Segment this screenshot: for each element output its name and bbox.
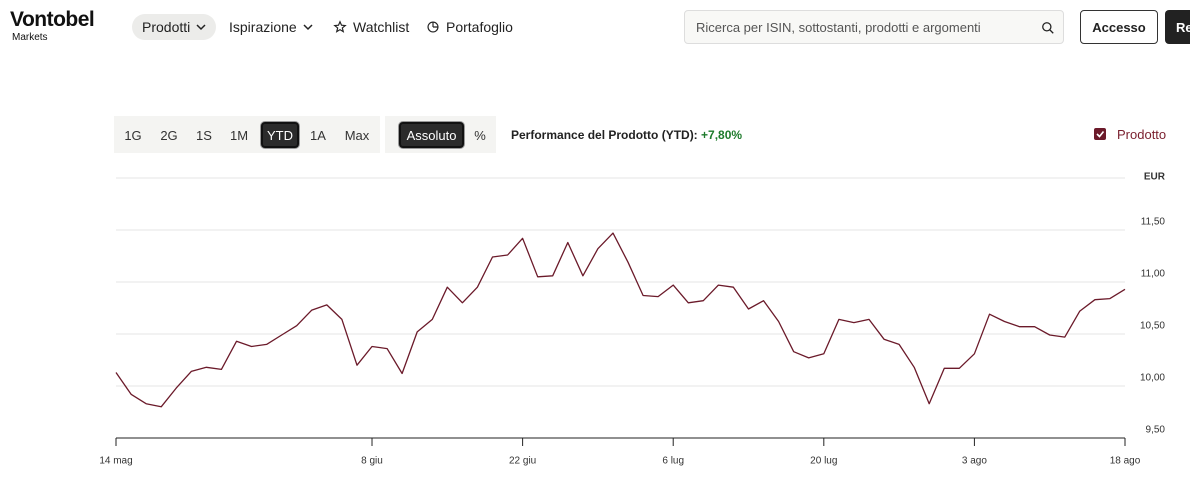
toggle-button[interactable]: Assoluto xyxy=(399,122,464,148)
y-tick-label: 11,50 xyxy=(1141,217,1166,228)
nav-label: Ispirazione xyxy=(229,19,297,35)
search-placeholder: Ricerca per ISIN, sottostanti, prodotti … xyxy=(696,20,981,35)
x-tick-label: 14 mag xyxy=(99,456,132,467)
login-button[interactable]: Accesso xyxy=(1080,10,1158,44)
legend-swatch xyxy=(1094,128,1106,140)
chart: EUR 9,50 10,00 10,50 11,00 11,50 14 mag 8 giu 2… xyxy=(99,172,1166,467)
y-unit: EUR xyxy=(1144,172,1166,183)
x-tick-label: 22 giu xyxy=(509,456,536,467)
search-box[interactable]: Ricerca per ISIN, sottostanti, prodotti … xyxy=(684,10,1064,44)
chevron-icon xyxy=(196,24,206,31)
check-mark xyxy=(1096,131,1105,138)
performance-label: Performance del Prodotto (YTD): xyxy=(511,128,698,142)
nav-item[interactable]: Portafoglio xyxy=(426,14,513,40)
search-icon[interactable] xyxy=(1041,21,1055,35)
legend-label[interactable]: Prodotto xyxy=(1117,127,1167,142)
chevron-icon xyxy=(303,24,313,31)
y-tick-label: 9,50 xyxy=(1146,425,1166,436)
performance-value: +7,80% xyxy=(701,128,743,142)
toggle-button[interactable]: YTD xyxy=(261,122,299,148)
nav-item[interactable]: Ispirazione xyxy=(229,14,313,40)
y-tick-label: 10,00 xyxy=(1140,373,1165,384)
toggle-button[interactable]: 1M xyxy=(229,127,249,143)
logo[interactable]: Vontobel xyxy=(10,8,95,31)
portfolio-icon xyxy=(427,21,439,33)
x-tick-label: 8 giu xyxy=(361,456,383,467)
toggle-button[interactable]: Max xyxy=(344,127,370,143)
toggle-button[interactable]: 1G xyxy=(124,127,142,143)
x-tick-label: 18 ago xyxy=(1110,456,1141,467)
button-label: Re xyxy=(1176,19,1190,35)
x-tick-label: 20 lug xyxy=(810,456,837,467)
toggle-button[interactable]: 1S xyxy=(196,127,212,143)
y-tick-label: 10,50 xyxy=(1140,321,1165,332)
line-series xyxy=(115,232,1126,408)
range-group xyxy=(114,116,380,153)
button-label: Accesso xyxy=(1092,19,1146,35)
nav-label: Watchlist xyxy=(353,19,410,35)
x-tick-label: 6 lug xyxy=(662,456,684,467)
nav-item[interactable]: Prodotti xyxy=(132,14,217,40)
performance: Performance del Prodotto (YTD): +7,80% xyxy=(511,128,742,142)
nav-label: Prodotti xyxy=(142,19,191,35)
logo-sub: Markets xyxy=(12,32,48,43)
star-icon xyxy=(333,20,347,33)
toggle-button[interactable]: 2G xyxy=(160,127,178,143)
toggle-button[interactable]: 1A xyxy=(310,127,326,143)
legend-checkbox[interactable] xyxy=(1093,127,1107,141)
register-button[interactable]: Re xyxy=(1165,10,1190,44)
nav-item[interactable]: Watchlist xyxy=(333,14,409,40)
nav-label: Portafoglio xyxy=(446,19,513,35)
toggle-button[interactable]: % xyxy=(474,127,486,143)
x-tick-label: 3 ago xyxy=(962,456,987,467)
y-tick-label: 11,00 xyxy=(1141,269,1166,280)
